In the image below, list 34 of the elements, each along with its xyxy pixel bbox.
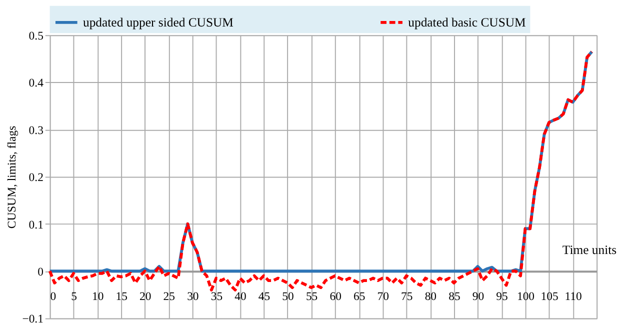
legend-label: updated upper sided CUSUM bbox=[82, 15, 234, 30]
y-axis-title: CUSUM, limits, flags bbox=[5, 125, 18, 229]
y-tick-label: 0.4 bbox=[28, 76, 44, 90]
x-tick-label: 35 bbox=[210, 290, 223, 303]
x-tick-label: 10 bbox=[92, 290, 104, 303]
legend-label: updated basic CUSUM bbox=[408, 15, 526, 30]
x-tick-label: 0 bbox=[50, 290, 56, 303]
x-tick-label: 90 bbox=[472, 290, 484, 303]
x-tick-label: 65 bbox=[353, 290, 366, 303]
x-tick-label: 30 bbox=[187, 290, 199, 303]
y-tick-label: 0.2 bbox=[28, 171, 44, 184]
x-tick-label: 60 bbox=[330, 290, 342, 303]
x-tick-label: 75 bbox=[401, 290, 413, 303]
x-tick-label: 50 bbox=[282, 290, 294, 303]
x-tick-label: 80 bbox=[424, 290, 437, 303]
x-axis-title: Time units bbox=[562, 243, 617, 258]
y-tick-label: −0.1 bbox=[22, 312, 44, 326]
x-tick-label: 85 bbox=[448, 290, 460, 303]
y-tick-label: 0 bbox=[38, 266, 44, 278]
x-tick-label: 15 bbox=[116, 290, 128, 303]
x-tick-label: 100 bbox=[516, 290, 535, 303]
y-tick-label: 0.3 bbox=[28, 124, 44, 137]
x-tick-label: 95 bbox=[496, 290, 508, 303]
x-tick-label: 25 bbox=[163, 290, 176, 303]
x-tick-label: 40 bbox=[234, 290, 246, 303]
x-tick-label: 105 bbox=[540, 290, 558, 303]
x-tick-label: 45 bbox=[258, 290, 270, 303]
x-tick-label: 70 bbox=[377, 290, 390, 303]
x-tick-label: 55 bbox=[306, 290, 318, 303]
y-tick-label: 0.1 bbox=[28, 218, 44, 232]
x-tick-label: 5 bbox=[71, 290, 78, 303]
x-tick-label: 110 bbox=[564, 290, 582, 303]
x-tick-label: 20 bbox=[140, 290, 152, 303]
y-tick-label: 0.5 bbox=[28, 30, 44, 43]
